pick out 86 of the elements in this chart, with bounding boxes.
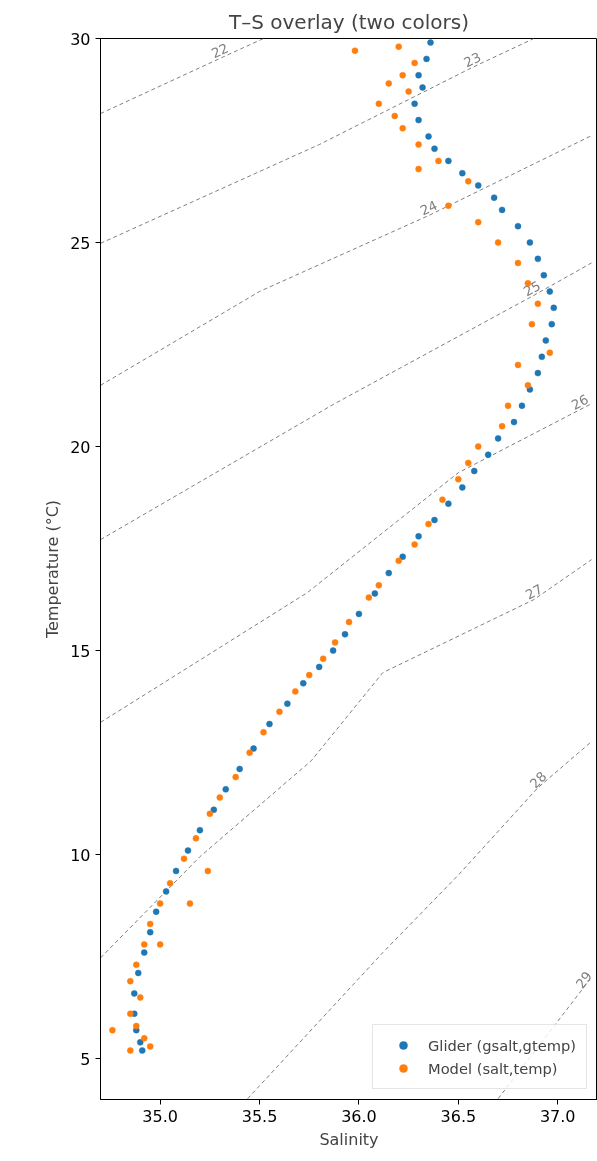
line-series — [100, 262, 593, 541]
point — [172, 867, 180, 875]
point — [459, 169, 466, 177]
text: 26 — [568, 391, 591, 413]
point — [494, 435, 502, 442]
point — [425, 133, 432, 140]
y-tick-label: 15 — [70, 641, 91, 661]
point — [445, 157, 452, 165]
y-tick-label: 25 — [70, 233, 91, 253]
point — [534, 369, 542, 377]
point — [415, 116, 422, 124]
x-tick-label: 37.0 — [539, 1106, 576, 1126]
point — [152, 908, 160, 916]
line-series — [100, 559, 593, 959]
point — [415, 533, 422, 540]
text: 24 — [417, 197, 440, 219]
legend-label: Model (salt,temp) — [428, 1059, 558, 1077]
point — [538, 353, 546, 361]
point — [131, 990, 138, 997]
point — [250, 745, 257, 752]
legend-label: Glider (gsalt,gtemp) — [428, 1036, 576, 1054]
point — [284, 700, 291, 707]
point — [210, 806, 218, 814]
point — [540, 271, 548, 279]
point — [431, 516, 438, 524]
point — [137, 1039, 144, 1046]
point — [266, 720, 273, 728]
chart-title: T–S overlay (two colors) — [228, 9, 469, 34]
point — [139, 1047, 146, 1054]
point — [355, 610, 363, 618]
point — [470, 467, 478, 475]
text: 27 — [523, 581, 546, 603]
point — [329, 647, 337, 654]
point — [162, 888, 170, 895]
point — [550, 304, 558, 312]
point — [341, 631, 349, 638]
point — [518, 402, 526, 410]
point — [546, 288, 554, 295]
point — [484, 451, 492, 458]
point — [459, 484, 466, 491]
point — [411, 100, 418, 108]
point — [542, 337, 550, 344]
point — [514, 222, 522, 230]
point — [419, 84, 426, 91]
x-tick-label: 36.0 — [341, 1106, 377, 1126]
point — [548, 320, 556, 328]
point — [431, 145, 438, 152]
point — [445, 500, 452, 507]
line-series — [100, 135, 593, 386]
point — [399, 553, 406, 560]
text: 29 — [572, 968, 596, 992]
x-axis-title: Salinity — [319, 1129, 379, 1149]
text: 23 — [461, 49, 484, 71]
y-tick-label: 10 — [70, 845, 91, 865]
x-tick-label: 35.0 — [142, 1106, 178, 1126]
point — [534, 255, 542, 263]
line-series — [100, 38, 535, 244]
point — [371, 590, 379, 597]
point — [300, 680, 307, 687]
y-tick-label: 5 — [80, 1049, 91, 1069]
x-tick-label: 36.5 — [440, 1106, 477, 1126]
y-tick-label: 30 — [70, 29, 91, 49]
point — [427, 39, 434, 46]
point — [135, 969, 142, 977]
point — [146, 928, 154, 936]
point — [474, 182, 482, 189]
x-tick-label: 35.5 — [241, 1106, 278, 1126]
point — [526, 239, 534, 246]
y-tick-label: 20 — [70, 437, 91, 457]
point — [222, 786, 229, 793]
text: 28 — [526, 768, 550, 792]
point — [140, 949, 148, 956]
text: 25 — [521, 278, 544, 300]
point — [385, 569, 393, 577]
point — [184, 847, 192, 854]
point — [236, 765, 243, 773]
point — [498, 206, 506, 214]
point — [423, 55, 430, 63]
point — [490, 194, 498, 201]
y-axis-title: Temperature (°C) — [43, 499, 63, 640]
text: 22 — [209, 40, 231, 62]
point — [510, 418, 518, 426]
point — [196, 826, 204, 834]
point — [415, 71, 422, 79]
point — [315, 663, 323, 671]
line-series — [247, 741, 593, 1100]
